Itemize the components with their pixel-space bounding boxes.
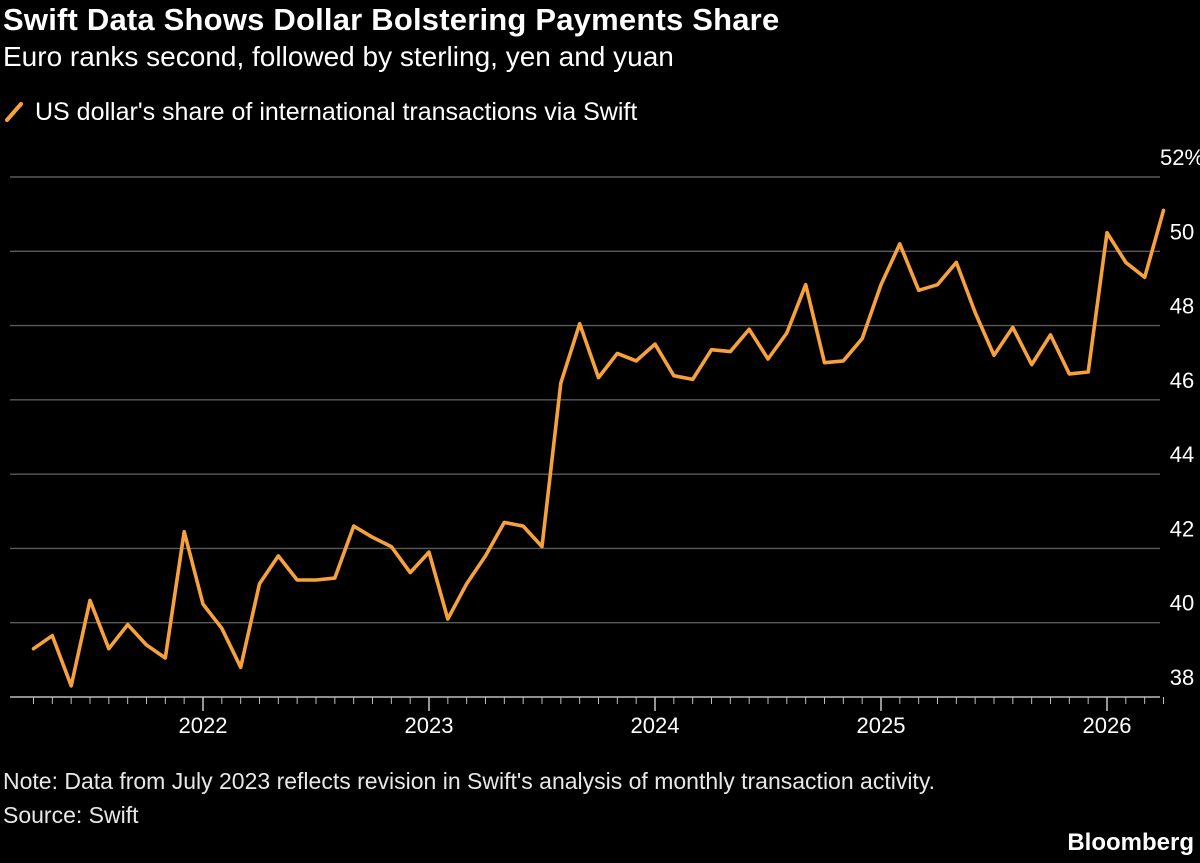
chart-note: Note: Data from July 2023 reflects revis… bbox=[3, 768, 936, 794]
y-tick-label-52: 52% bbox=[1160, 145, 1200, 170]
legend-label: US dollar's share of international trans… bbox=[35, 97, 638, 126]
x-tick-label-2025: 2025 bbox=[857, 713, 906, 738]
legend-line-icon bbox=[5, 102, 23, 122]
y-axis-labels: 38 40 42 44 46 48 50 52% bbox=[1160, 145, 1200, 690]
x-axis-labels: 2022 2023 2024 2025 2026 bbox=[179, 713, 1132, 738]
x-tick-label-2023: 2023 bbox=[405, 713, 454, 738]
chart-subtitle: Euro ranks second, followed by sterling,… bbox=[3, 41, 674, 72]
y-tick-label-50: 50 bbox=[1170, 219, 1194, 244]
y-tick-label-44: 44 bbox=[1170, 442, 1194, 467]
y-tick-label-42: 42 bbox=[1170, 516, 1194, 541]
y-tick-label-48: 48 bbox=[1170, 294, 1194, 319]
y-tick-label-38: 38 bbox=[1170, 665, 1194, 690]
x-tick-label-2022: 2022 bbox=[179, 713, 228, 738]
chart-title: Swift Data Shows Dollar Bolstering Payme… bbox=[3, 2, 780, 37]
x-axis bbox=[10, 696, 1164, 711]
chart-source: Source: Swift bbox=[3, 802, 139, 828]
series-line-usd-share bbox=[31, 208, 1166, 688]
legend: US dollar's share of international trans… bbox=[3, 96, 637, 128]
y-tick-label-46: 46 bbox=[1170, 368, 1194, 393]
grid-lines bbox=[10, 176, 1160, 624]
x-tick-label-2026: 2026 bbox=[1083, 713, 1132, 738]
series-layer bbox=[31, 208, 1166, 688]
y-tick-label-40: 40 bbox=[1170, 591, 1194, 616]
bloomberg-logo: Bloomberg bbox=[1067, 829, 1194, 856]
x-tick-label-2024: 2024 bbox=[631, 713, 680, 738]
